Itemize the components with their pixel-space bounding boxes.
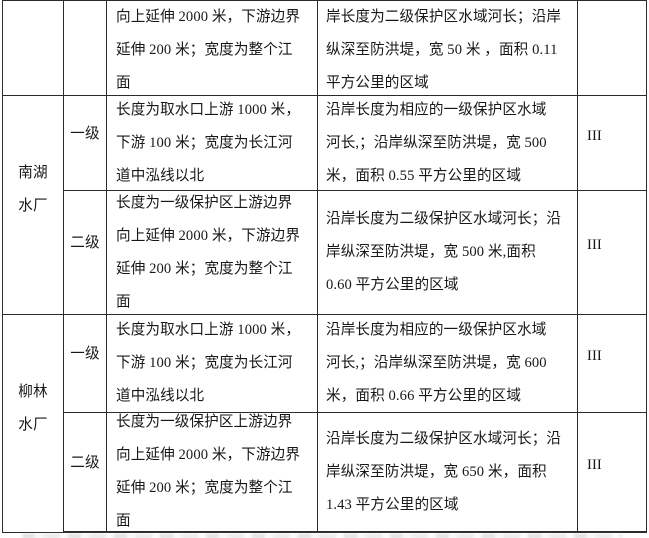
shore-cell: 沿岸长度为二级保护区水域河长；沿 岸纵深至防洪堤，宽 650 米，面积 1.43… bbox=[318, 413, 578, 533]
plant-name: 南湖 水厂 bbox=[18, 165, 48, 214]
shore-cell: 沿岸长度为相应的一级保护区水域 河长,；沿岸纵深至防洪堤，宽 500 米，面积 … bbox=[318, 96, 578, 191]
shore-text: 沿岸长度为二级保护区水域河长；沿 岸纵深至防洪堤，宽 650 米，面积 1.43… bbox=[326, 430, 562, 513]
class-cell: III bbox=[578, 315, 647, 413]
plant-cell-liulin: 柳林 水厂 bbox=[3, 315, 64, 533]
shore-cell: 岸长度为二级保护区水域河长；沿岸 纵深至防洪堤，宽 50 米 ，面积 0.11 … bbox=[318, 1, 578, 96]
class-cell: III bbox=[578, 191, 647, 315]
plant-cell-nanhu: 南湖 水厂 bbox=[3, 96, 64, 315]
scope-cell: 长度为取水口上游 1000 米， 下游 100 米；宽度为长江河 道中泓线以北 bbox=[107, 96, 318, 191]
shore-text: 沿岸长度为二级保护区水域河长；沿 岸纵深至防洪堤，宽 500 米,面积 0.60… bbox=[326, 211, 562, 293]
shore-cell: 沿岸长度为相应的一级保护区水域 河长,；沿岸纵深至防洪堤，宽 600 米，面积 … bbox=[318, 315, 578, 413]
plant-cell-empty bbox=[3, 1, 64, 96]
water-quality-class: III bbox=[587, 348, 602, 364]
scope-text: 长度为一级保护区上游边界 向上延伸 2000 米，下游边界 延伸 200 米；宽… bbox=[116, 194, 301, 310]
shore-text: 沿岸长度为相应的一级保护区水域 河长,；沿岸纵深至防洪堤，宽 500 米，面积 … bbox=[326, 101, 547, 184]
scope-text: 长度为一级保护区上游边界 向上延伸 2000 米，下游边界 延伸 200 米；宽… bbox=[116, 414, 301, 529]
level-cell: 二级 bbox=[64, 191, 107, 315]
scope-cell: 长度为一级保护区上游边界 向上延伸 2000 米，下游边界 延伸 200 米；宽… bbox=[107, 191, 318, 315]
class-cell-empty bbox=[578, 1, 647, 96]
level-text: 一级 bbox=[70, 346, 100, 362]
level-cell: 二级 bbox=[64, 413, 107, 533]
scope-cell: 长度为一级保护区上游边界 向上延伸 2000 米，下游边界 延伸 200 米；宽… bbox=[107, 413, 318, 533]
shore-text: 岸长度为二级保护区水域河长；沿岸 纵深至防洪堤，宽 50 米 ，面积 0.11 … bbox=[326, 9, 562, 91]
level-text: 一级 bbox=[70, 125, 100, 142]
water-quality-class: III bbox=[587, 456, 602, 473]
shore-cell: 沿岸长度为二级保护区水域河长；沿 岸纵深至防洪堤，宽 500 米,面积 0.60… bbox=[318, 191, 578, 315]
level-cell: 一级 bbox=[64, 315, 107, 413]
shore-text: 沿岸长度为相应的一级保护区水域 河长,；沿岸纵深至防洪堤，宽 600 米，面积 … bbox=[326, 322, 547, 404]
plant-name: 柳林 水厂 bbox=[18, 383, 48, 433]
scope-cell: 长度为取水口上游 1000 米， 下游 100 米；宽度为长江河 道中泓线以北 bbox=[107, 315, 318, 413]
scope-cell: 向上延伸 2000 米，下游边界 延伸 200 米；宽度为整个江 面 bbox=[107, 1, 318, 96]
scope-text: 向上延伸 2000 米，下游边界 延伸 200 米；宽度为整个江 面 bbox=[116, 9, 301, 91]
water-quality-class: III bbox=[587, 127, 602, 144]
level-cell: 一级 bbox=[64, 96, 107, 191]
level-text: 二级 bbox=[70, 235, 100, 251]
class-cell: III bbox=[578, 96, 647, 191]
scope-text: 长度为取水口上游 1000 米， 下游 100 米；宽度为长江河 道中泓线以北 bbox=[116, 322, 301, 404]
level-cell-empty bbox=[64, 1, 107, 96]
next-page-text-artifact bbox=[22, 534, 622, 538]
scope-text: 长度为取水口上游 1000 米， 下游 100 米；宽度为长江河 道中泓线以北 bbox=[116, 101, 301, 184]
class-cell: III bbox=[578, 413, 647, 533]
level-text: 二级 bbox=[70, 454, 100, 471]
water-quality-class: III bbox=[587, 237, 602, 253]
